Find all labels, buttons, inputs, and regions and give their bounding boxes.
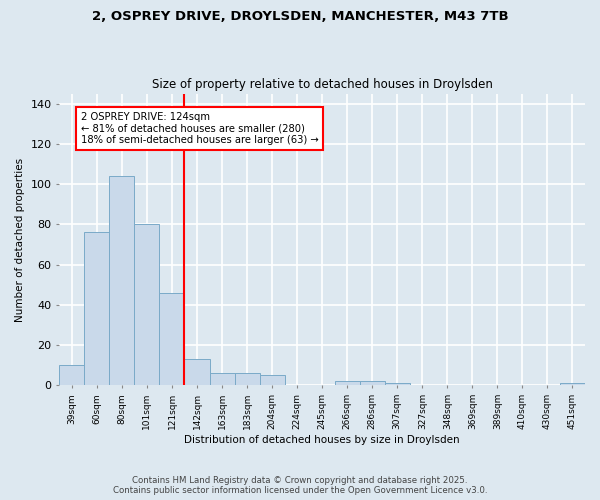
Bar bbox=[160, 293, 184, 386]
Title: Size of property relative to detached houses in Droylsden: Size of property relative to detached ho… bbox=[152, 78, 493, 91]
Bar bbox=[209, 374, 235, 386]
Bar bbox=[360, 382, 385, 386]
Bar bbox=[560, 384, 585, 386]
Bar bbox=[134, 224, 160, 386]
Bar bbox=[109, 176, 134, 386]
Text: 2 OSPREY DRIVE: 124sqm
← 81% of detached houses are smaller (280)
18% of semi-de: 2 OSPREY DRIVE: 124sqm ← 81% of detached… bbox=[80, 112, 319, 145]
Bar bbox=[85, 232, 109, 386]
Bar bbox=[235, 374, 260, 386]
Y-axis label: Number of detached properties: Number of detached properties bbox=[15, 158, 25, 322]
Text: Contains HM Land Registry data © Crown copyright and database right 2025.
Contai: Contains HM Land Registry data © Crown c… bbox=[113, 476, 487, 495]
Bar bbox=[385, 384, 410, 386]
Text: 2, OSPREY DRIVE, DROYLSDEN, MANCHESTER, M43 7TB: 2, OSPREY DRIVE, DROYLSDEN, MANCHESTER, … bbox=[92, 10, 508, 23]
Bar bbox=[260, 376, 284, 386]
X-axis label: Distribution of detached houses by size in Droylsden: Distribution of detached houses by size … bbox=[184, 435, 460, 445]
Bar bbox=[59, 366, 85, 386]
Bar bbox=[335, 382, 360, 386]
Bar bbox=[184, 360, 209, 386]
